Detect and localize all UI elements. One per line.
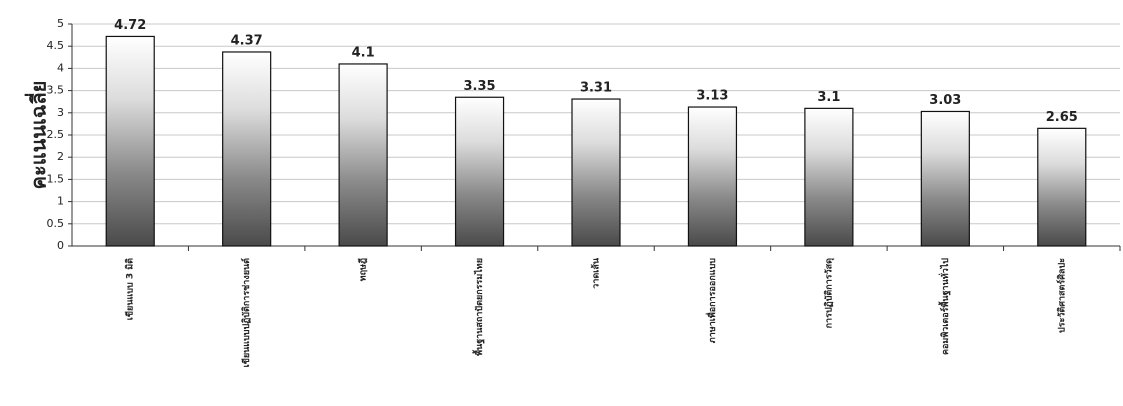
bar xyxy=(105,35,155,247)
y-tick-label: 3 xyxy=(57,106,64,119)
y-tick-label: 1.5 xyxy=(47,172,65,185)
x-tick-label: ภาษาเพื่อการออกแบบ xyxy=(705,258,718,343)
bar xyxy=(1037,127,1087,247)
bar xyxy=(454,96,505,247)
y-axis-title: คะแนนเฉลี่ย xyxy=(24,81,51,190)
value-label: 3.31 xyxy=(580,81,612,96)
x-tick-label: วาดเส้น xyxy=(591,257,602,289)
x-tick-label: เขียนแบบ 3 มิติ xyxy=(125,258,136,320)
bar xyxy=(571,98,621,247)
y-tick-label: 1 xyxy=(57,195,64,208)
bar xyxy=(338,63,388,247)
value-label: 4.72 xyxy=(114,18,146,33)
y-tick-label: 0.5 xyxy=(47,217,65,230)
y-tick-label: 0 xyxy=(57,239,64,252)
y-tick-label: 2 xyxy=(57,150,64,163)
x-tick-label: ทฤษฎี xyxy=(358,258,369,281)
value-label: 4.37 xyxy=(231,33,263,48)
y-tick-label: 2.5 xyxy=(47,128,65,141)
y-tick-label: 3.5 xyxy=(47,84,65,97)
value-label: 3.03 xyxy=(929,93,961,108)
bar xyxy=(687,106,738,247)
y-tick-label: 4 xyxy=(57,61,64,74)
value-label: 4.1 xyxy=(352,45,375,60)
x-tick-label: การปฏิบัติการวัสดุ xyxy=(823,258,834,329)
x-tick-label: คอมพิวเตอร์พื้นฐานทั่วไป xyxy=(938,258,951,355)
value-label: 3.13 xyxy=(696,89,728,104)
value-label: 2.65 xyxy=(1046,110,1078,125)
value-label: 3.35 xyxy=(464,79,496,94)
y-tick-label: 5 xyxy=(57,17,64,30)
value-label: 3.1 xyxy=(817,90,840,105)
bar xyxy=(222,51,272,247)
x-tick-label: เขียนแบบปฏิบัติการช่างยนต์ xyxy=(240,258,252,368)
x-tick-label: พื้นฐานสถาปัตยกรรมไทย xyxy=(472,258,485,356)
bar xyxy=(920,110,970,247)
bar xyxy=(804,107,854,247)
y-tick-label: 4.5 xyxy=(47,39,65,52)
x-tick-label: ประวัติศาสตร์ศิลปะ xyxy=(1055,258,1067,333)
